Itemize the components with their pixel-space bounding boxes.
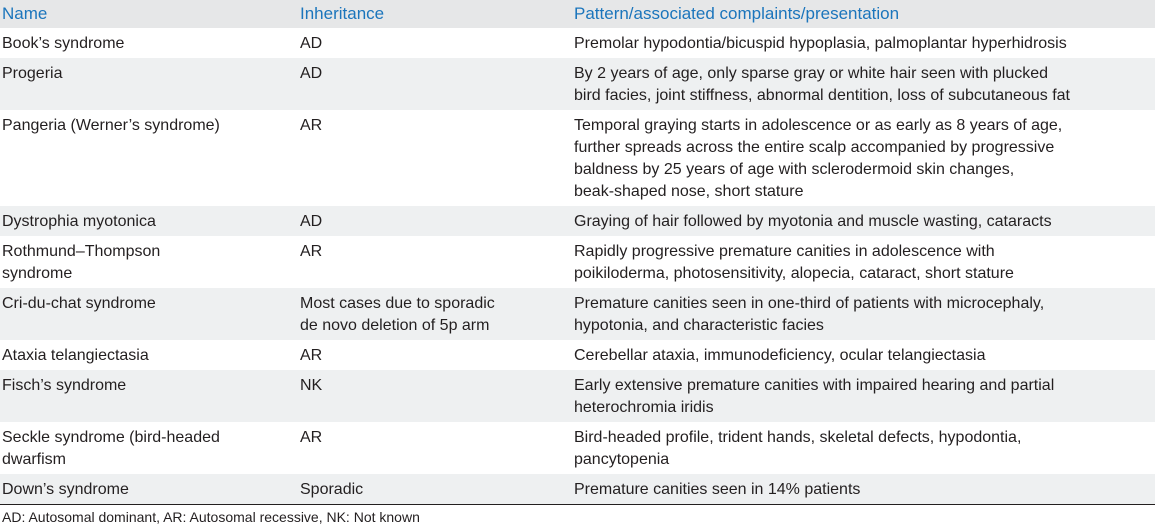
cell-inheritance: AR [300,243,323,260]
cell-inheritance: Most cases due to sporadic de novo delet… [298,288,572,340]
cell-pattern: Bird-headed profile, trident hands, skel… [574,429,1022,468]
cell-inheritance: AD [298,206,572,236]
table-row: Dystrophia myotonica AD Graying of hair … [0,206,1155,236]
table-header: Name Inheritance Pattern/associated comp… [0,0,1155,28]
table-row: Book’s syndrome AD Premolar hypodontia/b… [0,28,1155,58]
table-row: Fisch’s syndrome NK Early extensive prem… [0,370,1155,422]
header-row: Name Inheritance Pattern/associated comp… [0,0,1155,28]
table-row: Pangeria (Werner’s syndrome) AR Temporal… [0,110,1155,206]
cell-name: Ataxia telangiectasia [2,347,149,364]
table-row: Down’s syndrome Sporadic Premature canit… [0,474,1155,505]
cell-inheritance: Sporadic [298,474,572,505]
cell-name: Progeria [0,58,298,110]
cell-name: Pangeria (Werner’s syndrome) [2,117,220,134]
cell-name: Rothmund–Thompson syndrome [2,243,161,282]
cell-name: Seckle syndrome (bird-headed dwarfism [2,429,220,468]
cell-pattern: Temporal graying starts in adolescence o… [574,117,1063,200]
cell-inheritance: AR [300,117,323,134]
table-row: Seckle syndrome (bird-headed dwarfism AR… [0,422,1155,474]
cell-inheritance: AD [298,58,572,110]
header-name: Name [0,0,298,28]
header-pattern: Pattern/associated complaints/presentati… [572,0,1155,28]
table-body: Book’s syndrome AD Premolar hypodontia/b… [0,28,1155,505]
cell-name: Dystrophia myotonica [0,206,298,236]
table-row: Ataxia telangiectasia AR Cerebellar atax… [0,340,1155,370]
cell-pattern: By 2 years of age, only sparse gray or w… [572,58,1155,110]
cell-inheritance: AR [300,429,323,446]
cell-pattern: Cerebellar ataxia, immunodeficiency, ocu… [574,347,986,364]
table-row: Cri-du-chat syndrome Most cases due to s… [0,288,1155,340]
cell-pattern: Graying of hair followed by myotonia and… [572,206,1155,236]
table-row: Rothmund–Thompson syndrome AR Rapidly pr… [0,236,1155,288]
cell-inheritance: AR [300,347,323,364]
cell-pattern: Premature canities seen in 14% patients [572,474,1155,505]
cell-pattern: Premolar hypodontia/bicuspid hypoplasia,… [574,35,1067,52]
table-row: Progeria AD By 2 years of age, only spar… [0,58,1155,110]
table-footnote: AD: Autosomal dominant, AR: Autosomal re… [2,509,420,525]
cell-inheritance: NK [298,370,572,422]
cell-pattern: Rapidly progressive premature canities i… [574,243,1014,282]
header-inheritance: Inheritance [298,0,572,28]
cell-pattern: Premature canities seen in one-third of … [572,288,1155,340]
cell-inheritance: AD [300,35,323,52]
cell-name: Book’s syndrome [2,35,125,52]
cell-pattern: Early extensive premature canities with … [572,370,1155,422]
cell-name: Fisch’s syndrome [0,370,298,422]
syndrome-table: Name Inheritance Pattern/associated comp… [0,0,1155,505]
cell-name: Down’s syndrome [0,474,298,505]
cell-name: Cri-du-chat syndrome [0,288,298,340]
